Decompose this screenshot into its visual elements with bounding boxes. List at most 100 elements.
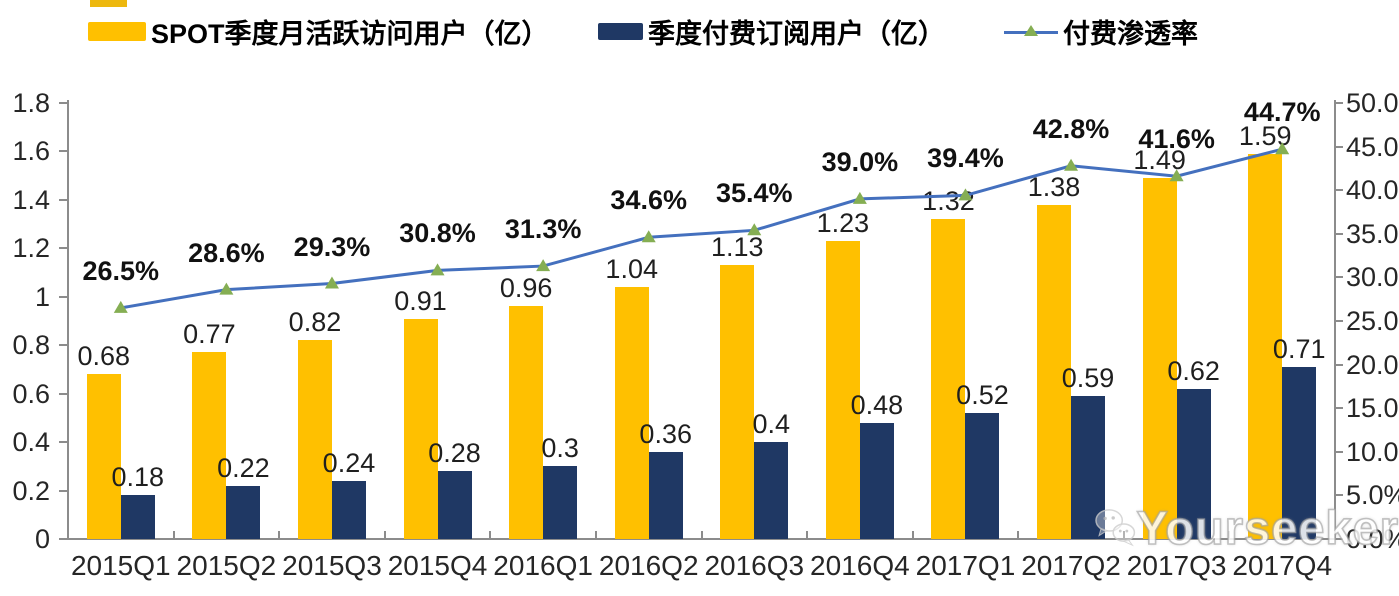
x-axis-category-label: 2016Q3 (704, 550, 805, 581)
subscriber-value-label: 0.48 (850, 389, 904, 420)
legend-item-mau: SPOT季度月活跃访问用户（亿） (88, 18, 549, 49)
left-axis-tick (59, 392, 67, 395)
legend-artifact (90, 0, 127, 7)
bar-subscribers (120, 495, 155, 539)
triangle-marker-icon (113, 300, 128, 313)
subscriber-value-label: 0.24 (322, 447, 376, 478)
subscriber-value-label: 0.59 (1061, 363, 1115, 394)
x-axis-category-label: 2016Q2 (598, 550, 699, 581)
bar-subscribers (965, 413, 1000, 539)
right-axis-tick (1335, 538, 1343, 540)
right-axis-tick-label: 35.0% (1346, 218, 1399, 249)
triangle-marker-icon (641, 230, 656, 243)
bar-mau (192, 352, 227, 539)
penetration-value-label: 31.3% (504, 214, 582, 245)
bar-subscribers (754, 442, 789, 539)
x-axis-tick (700, 531, 703, 539)
left-axis-tick (59, 247, 67, 250)
left-axis-tick-label: 0.6 (12, 378, 50, 409)
subscriber-value-label: 0.4 (752, 409, 791, 440)
legend-label-mau: SPOT季度月活跃访问用户（亿） (151, 18, 549, 49)
x-axis-category-label: 2016Q1 (493, 550, 593, 581)
right-axis-tick (1335, 363, 1343, 366)
right-axis-tick-label: 5.0% (1346, 480, 1399, 511)
x-axis-line (66, 538, 1337, 540)
bar-subscribers (331, 480, 366, 539)
left-axis-tick-label: 1.2 (12, 233, 50, 264)
triangle-marker-icon (536, 259, 551, 272)
legend-item-penetration: 付费渗透率 (1004, 18, 1198, 49)
bar-subscribers (1071, 396, 1106, 539)
bar-subscribers (437, 471, 472, 539)
right-axis-tick (1335, 102, 1343, 104)
bar-subscribers (859, 422, 894, 539)
x-axis-tick (278, 531, 281, 539)
right-axis-tick-label: 45.0% (1346, 131, 1399, 162)
x-axis-tick (383, 531, 386, 539)
x-axis-tick (1228, 531, 1231, 539)
bar-mau (297, 340, 332, 539)
subscriber-value-label: 0.71 (1272, 334, 1326, 365)
penetration-line-swatch-icon (1004, 24, 1058, 39)
left-axis-tick (59, 295, 67, 298)
x-axis-tick (172, 531, 175, 539)
x-axis-category-label: 2017Q2 (1021, 550, 1121, 581)
left-axis-tick-label: 1 (34, 281, 50, 312)
left-axis-tick (59, 441, 67, 444)
left-axis-tick-label: 0.8 (12, 330, 50, 361)
right-axis-tick-label: 20.0% (1346, 349, 1399, 380)
right-axis-tick-label: 30.0% (1346, 262, 1399, 293)
mau-value-label: 0.77 (183, 319, 236, 350)
right-axis-tick (1335, 450, 1343, 453)
x-axis-tick (911, 531, 914, 539)
subscriber-value-label: 0.62 (1167, 355, 1220, 386)
bar-mau (509, 306, 544, 539)
left-axis-tick-label: 1.4 (12, 184, 50, 215)
bar-mau (86, 374, 121, 539)
subscriber-value-label: 0.52 (956, 380, 1009, 411)
left-axis-tick-label: 0.2 (12, 475, 50, 506)
x-axis-tick (806, 531, 809, 539)
right-axis-tick (1335, 276, 1343, 279)
x-axis-tick (1017, 531, 1020, 539)
legend-label-subscribers: 季度付费订阅用户（亿） (648, 18, 945, 49)
x-axis-category-label: 2016Q4 (810, 550, 910, 581)
x-axis-tick (489, 531, 492, 539)
penetration-value-label: 44.7% (1243, 97, 1321, 128)
bar-subscribers (648, 451, 683, 539)
left-axis-tick (59, 344, 67, 347)
triangle-marker-icon (1024, 24, 1038, 36)
subscriber-value-label: 0.28 (428, 438, 481, 469)
mau-value-label: 0.68 (77, 341, 131, 372)
left-axis-tick (59, 150, 67, 153)
subscriber-value-label: 0.22 (217, 452, 270, 483)
triangle-marker-icon (1064, 158, 1079, 171)
bar-subscribers (226, 485, 261, 539)
mau-value-label: 0.82 (288, 307, 342, 338)
subscriber-value-label: 0.36 (639, 418, 692, 449)
subscriber-value-label: 0.18 (111, 462, 165, 493)
triangle-marker-icon (852, 191, 867, 204)
left-axis-tick-label: 0.4 (12, 427, 50, 458)
right-axis-tick-label: 40.0% (1346, 175, 1399, 206)
x-axis-category-label: 2015Q4 (387, 550, 488, 581)
left-axis-tick (59, 102, 67, 104)
x-axis-category-label: 2015Q3 (282, 550, 382, 581)
penetration-value-label: 42.8% (1032, 113, 1110, 144)
right-axis-tick-label: 0.0% (1346, 524, 1399, 554)
triangle-marker-icon (324, 276, 339, 289)
bar-mau (614, 287, 649, 539)
x-axis-category-label: 2015Q1 (70, 550, 171, 581)
bar-mau (720, 265, 755, 539)
right-axis-tick (1335, 407, 1343, 410)
left-axis-tick (59, 489, 67, 492)
x-axis-category-label: 2017Q1 (915, 550, 1016, 581)
penetration-value-label: 35.4% (716, 178, 793, 209)
subscriber-bar-swatch-icon (598, 22, 643, 40)
x-axis-tick (594, 531, 597, 539)
x-axis-tick (1122, 531, 1125, 539)
left-axis-line (66, 100, 69, 540)
left-axis-tick-label: 1.8 (12, 88, 50, 118)
right-axis-tick (1335, 494, 1343, 497)
